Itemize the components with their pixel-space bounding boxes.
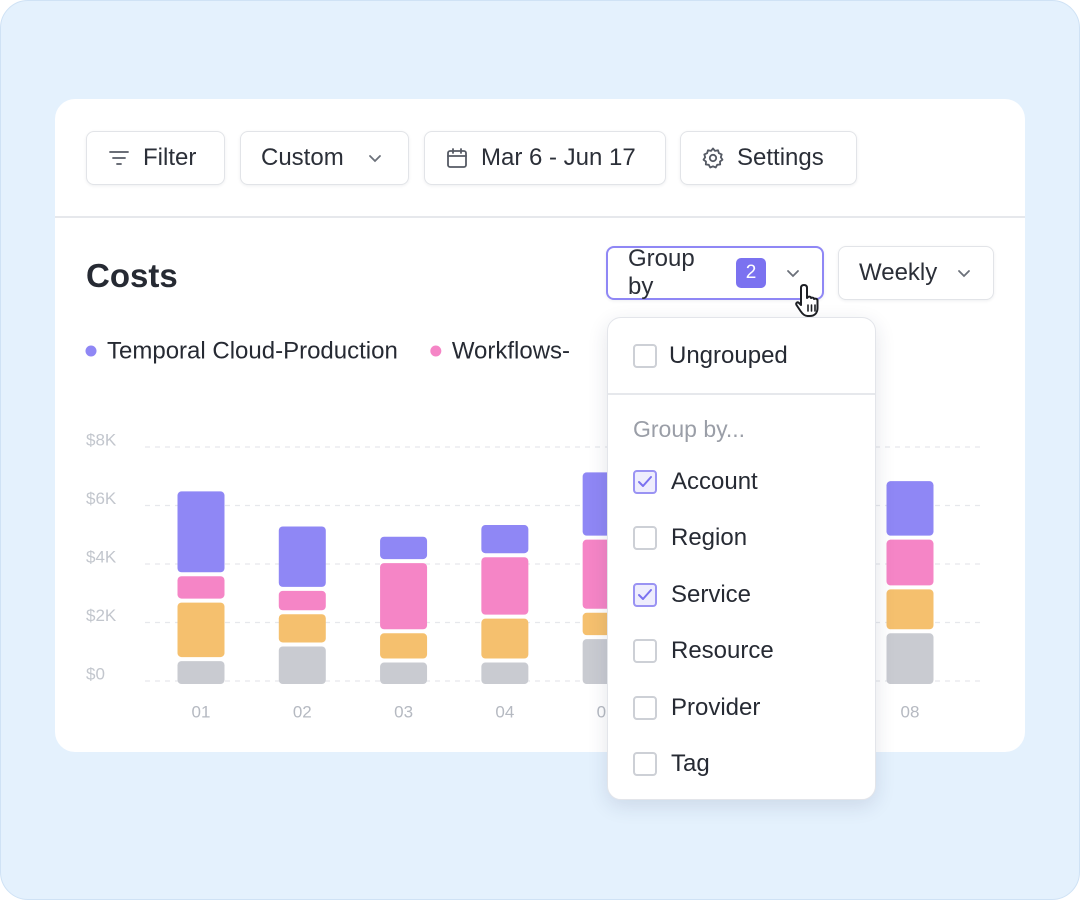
bar-segment (481, 618, 529, 659)
dropdown-option[interactable]: Service (608, 575, 877, 615)
divider (55, 216, 1025, 218)
y-tick-label: $6K (86, 489, 117, 508)
checkbox[interactable] (633, 470, 657, 494)
legend-swatch (430, 345, 442, 357)
checkbox[interactable] (633, 752, 657, 776)
bar-segment (380, 563, 428, 630)
y-tick-label: $8K (86, 430, 117, 449)
bar-segment (481, 525, 529, 554)
checkbox[interactable] (633, 695, 657, 720)
x-tick-label: 01 (192, 702, 211, 721)
checkbox[interactable] (633, 526, 657, 551)
section-title: Costs (86, 257, 178, 294)
bar-segment (380, 662, 428, 684)
checkbox[interactable] (633, 582, 657, 607)
dropdown-option[interactable]: Resource (608, 631, 877, 671)
bar-segment (177, 576, 225, 599)
bar-segment (177, 491, 225, 573)
bar-segment (886, 539, 934, 586)
dropdown-option[interactable]: Provider (608, 688, 877, 728)
bar-segment (380, 536, 428, 560)
y-tick-label: $0 (86, 664, 105, 683)
cursor-icon (795, 284, 819, 317)
settings-button[interactable]: Settings (680, 131, 857, 185)
dropdown-option[interactable]: Ungrouped (608, 336, 877, 376)
bar-segment (886, 633, 934, 684)
option-label: Provider (671, 693, 761, 721)
y-tick-label: $2K (86, 606, 117, 625)
chevron (958, 270, 971, 278)
legend-label: Workflows- (452, 337, 570, 364)
option-label: Account (671, 468, 758, 495)
y-tick-label: $4K (86, 547, 117, 566)
divider (608, 393, 875, 395)
group-by-button[interactable]: Group by 2 (606, 245, 824, 300)
bar-segment (278, 614, 326, 643)
group-count-badge: 2 (736, 258, 766, 288)
dropdown-option[interactable]: Region (608, 518, 877, 558)
legend-swatch (85, 345, 97, 357)
dropdown-option[interactable]: Account (608, 462, 877, 502)
date-label: Mar 6 - Jun 17 (481, 144, 636, 171)
filter-label: Filter (143, 144, 197, 171)
preset-label: Custom (261, 144, 344, 171)
preset-button[interactable]: Custom (240, 131, 409, 185)
x-tick-label: 04 (495, 702, 514, 721)
bar-segment (278, 526, 326, 587)
chevron (368, 155, 381, 163)
checkmark (638, 588, 652, 600)
option-label: Service (671, 580, 752, 608)
bar-segment (177, 661, 225, 684)
x-tick-label: 08 (901, 702, 920, 721)
chevron (787, 270, 799, 278)
calendar-icon (447, 148, 467, 168)
filter-button[interactable]: Filter (86, 131, 225, 185)
option-label: Ungrouped (669, 342, 788, 369)
x-tick-label: 02 (293, 702, 312, 721)
bar-segment (278, 646, 326, 684)
bar-segment (886, 481, 934, 536)
bar-segment (886, 589, 934, 630)
option-label: Region (671, 524, 748, 552)
date-button[interactable]: Mar 6 - Jun 17 (424, 131, 666, 185)
interval-button[interactable]: Weekly (838, 246, 994, 300)
x-tick-label: 03 (394, 702, 413, 721)
bar-segment (380, 633, 428, 659)
option-label: Resource (671, 637, 774, 665)
dropdown-section-label: Group by... (633, 416, 746, 442)
checkmark (638, 476, 652, 487)
checkbox[interactable] (633, 344, 657, 368)
gear-icon (702, 147, 724, 169)
group-by-dropdown: Group by... Ungrouped Account Region Servic… (607, 317, 876, 800)
group-by-label: Group by (628, 245, 695, 300)
filter-icon (109, 151, 129, 165)
settings-label: Settings (737, 144, 824, 171)
interval-label: Weekly (859, 259, 938, 286)
bar-segment (481, 662, 529, 684)
bar-segment (177, 602, 225, 658)
option-label: Tag (671, 750, 710, 777)
bar-segment (481, 557, 529, 615)
legend-label: Temporal Cloud-Production (107, 337, 398, 364)
dropdown-option[interactable]: Tag (608, 744, 877, 784)
checkbox[interactable] (633, 639, 657, 664)
bar-segment (278, 590, 326, 611)
